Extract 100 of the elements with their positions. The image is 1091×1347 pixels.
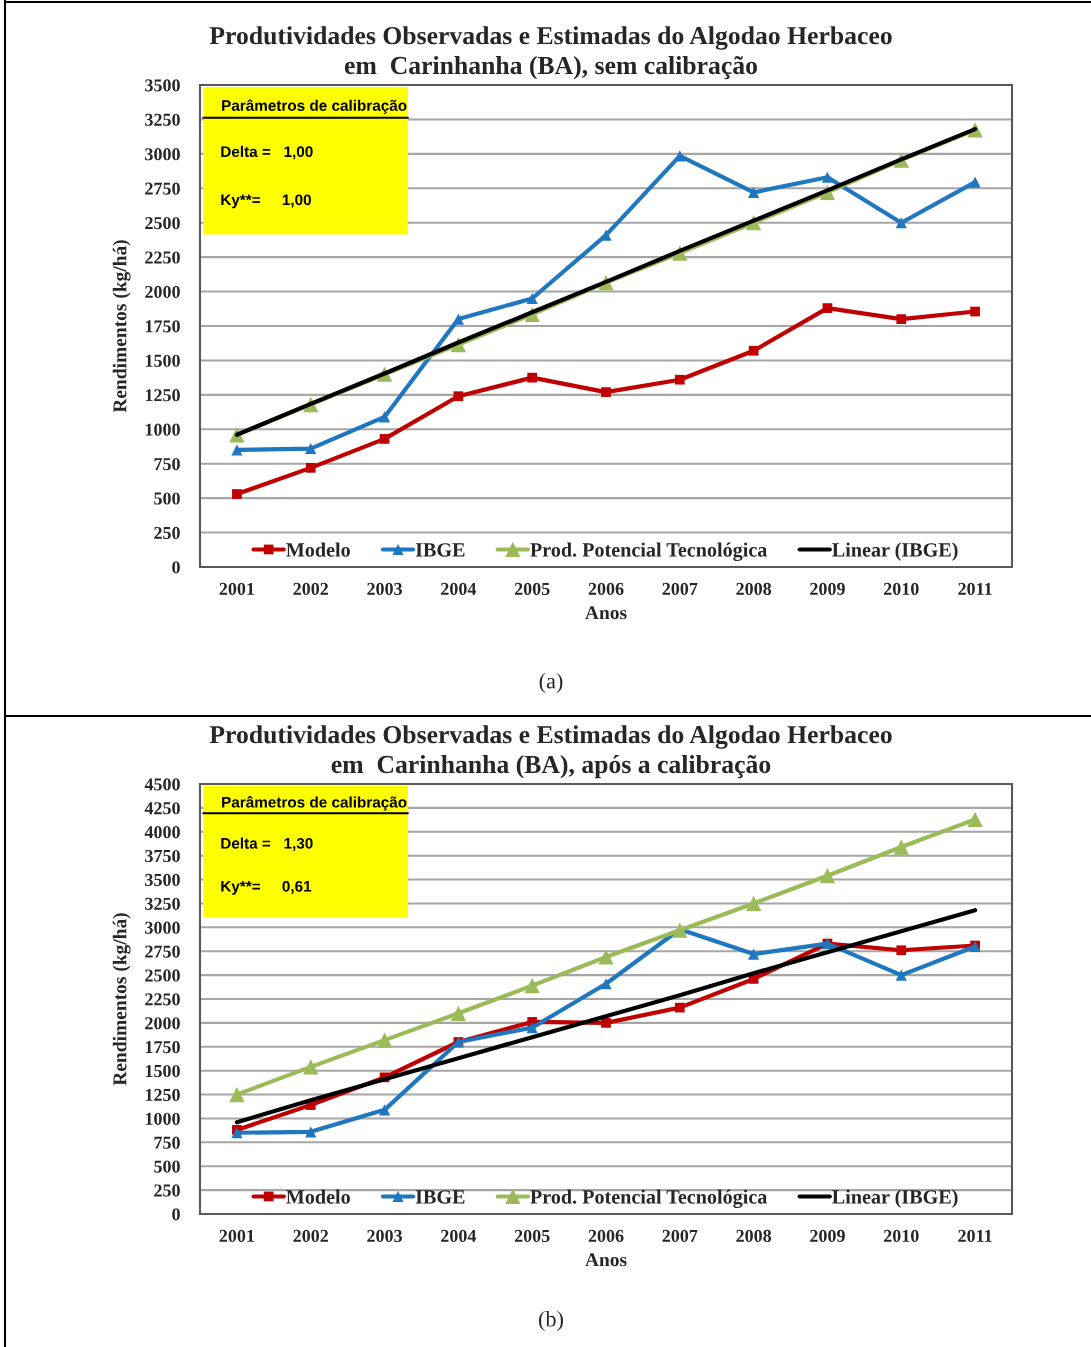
annotation: Ky**= 0,61 — [221, 880, 312, 895]
point — [232, 489, 242, 499]
y-tick-label: 250 — [154, 1184, 180, 1197]
y-tick-label: 3750 — [145, 849, 180, 863]
x-tick-label: 2002 — [293, 1229, 329, 1242]
y-tick-label: 3250 — [145, 897, 180, 910]
y-axis-title: Rendimentos (kg/há) — [112, 913, 131, 1086]
point — [896, 945, 907, 956]
point — [303, 1059, 319, 1075]
point — [601, 387, 611, 397]
text: (b) — [539, 1310, 563, 1332]
point — [895, 969, 907, 981]
x-tick-label: 2004 — [441, 1229, 477, 1242]
point — [896, 314, 907, 324]
y-tick-label: 1000 — [145, 1112, 180, 1125]
point — [450, 1005, 466, 1021]
y-tick-label: 1750 — [145, 320, 180, 333]
chart-title: Produtividades Observadas e Estimadas do Algodao Herbaceo em Carinhanha (BA), após a calibração — [209, 725, 892, 779]
x-tick-label: 2006 — [588, 582, 624, 595]
annotation: Delta = 1,30 — [221, 837, 313, 851]
x-tick-label: 2008 — [736, 582, 772, 595]
y-tick-label: 4500 — [144, 778, 180, 791]
x-tick-label: 2003 — [367, 1229, 402, 1242]
legend-label: IBGE — [415, 1190, 465, 1204]
point — [600, 978, 612, 990]
point — [526, 1022, 538, 1034]
y-tick-label: 1500 — [145, 354, 180, 367]
y-tick-label: 1750 — [145, 1041, 180, 1054]
x-tick-label: 2009 — [810, 1229, 845, 1242]
y-tick-label: 3500 — [145, 873, 180, 886]
x-tick-label: 2009 — [810, 582, 845, 595]
y-tick-label: 3250 — [145, 113, 180, 126]
x-tick-label: 2006 — [588, 1229, 624, 1242]
y-tick-label: 2000 — [145, 285, 180, 299]
point — [821, 171, 834, 183]
point — [378, 411, 391, 423]
x-tick-label: 2005 — [514, 582, 550, 595]
point — [748, 948, 760, 960]
y-tick-label: 750 — [154, 1136, 180, 1149]
x-tick-label: 2007 — [662, 1229, 698, 1242]
point — [305, 443, 317, 455]
legend-label: IBGE — [415, 543, 465, 557]
x-tick-label: 2001 — [219, 1229, 255, 1242]
point — [893, 839, 909, 855]
x-tick-label: 2001 — [219, 582, 255, 595]
y-tick-label: 1250 — [145, 389, 180, 402]
x-tick-label: 2003 — [367, 582, 402, 595]
y-tick-label: 1250 — [145, 1088, 180, 1101]
legend-label: Prod. Potencial Tecnológica — [530, 1189, 768, 1208]
point — [379, 434, 390, 444]
y-tick-label: 750 — [154, 457, 180, 471]
point — [598, 949, 614, 965]
y-tick-label: 2500 — [145, 969, 180, 982]
x-axis-title: Anos — [585, 606, 627, 620]
legend-label: Modelo — [286, 542, 350, 557]
x-tick-label: 2011 — [958, 1229, 992, 1242]
point — [526, 292, 538, 305]
point — [748, 345, 759, 356]
y-tick-label: 3000 — [145, 148, 180, 161]
legend-label: Prod. Potencial Tecnológica — [530, 542, 768, 561]
x-tick-label: 2004 — [441, 582, 477, 595]
legend-label: Linear (IBGE) — [832, 542, 958, 561]
point — [674, 374, 685, 385]
point — [601, 1018, 611, 1028]
annotation: Delta = 1,00 — [221, 145, 313, 160]
y-tick-label: 1500 — [145, 1064, 180, 1078]
chart-title: Produtividades Observadas e Estimadas do Algodao Herbaceo em Carinhanha (BA), sem calibração — [209, 26, 892, 80]
y-tick-label: 2250 — [145, 251, 180, 264]
y-tick-label: 1000 — [145, 423, 180, 436]
y-tick-label: 0 — [172, 1208, 180, 1221]
y-tick-label: 2750 — [145, 945, 180, 958]
y-tick-label: 2250 — [145, 993, 180, 1006]
annotation: Parâmetros de calibração — [222, 99, 407, 114]
y-tick-label: 4000 — [144, 826, 180, 839]
point — [970, 306, 980, 317]
x-tick-label: 2010 — [883, 582, 919, 595]
legend-label: Modelo — [286, 1189, 350, 1204]
legend-label: Linear (IBGE) — [832, 1189, 958, 1208]
annotation: Ky**= 1,00 — [221, 194, 311, 209]
point — [453, 391, 464, 402]
y-tick-label: 2000 — [145, 1017, 180, 1030]
x-tick-label: 2011 — [958, 582, 992, 595]
point — [969, 176, 981, 188]
x-tick-label: 2002 — [293, 582, 329, 595]
x-axis-title: Anos — [585, 1253, 627, 1267]
point — [231, 1127, 243, 1139]
y-tick-label: 500 — [154, 1160, 180, 1173]
y-tick-label: 250 — [154, 526, 180, 540]
point — [746, 895, 762, 912]
y-tick-label: 3500 — [145, 79, 180, 92]
point — [378, 1104, 391, 1116]
point — [376, 1032, 393, 1048]
point — [674, 1002, 685, 1013]
y-axis-title: Rendimentos (kg/há) — [112, 240, 131, 413]
x-tick-label: 2008 — [736, 1229, 772, 1242]
y-tick-label: 4250 — [144, 802, 180, 815]
point — [305, 462, 316, 473]
point — [748, 186, 760, 198]
x-tick-label: 2007 — [662, 582, 698, 595]
point — [967, 811, 983, 827]
